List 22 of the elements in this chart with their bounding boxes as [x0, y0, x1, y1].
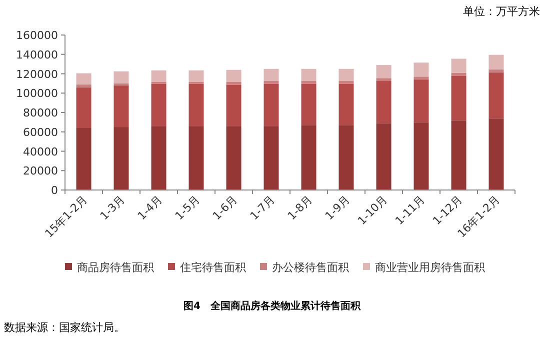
y-tick-label: 120000 — [16, 68, 58, 81]
x-tick-label: 1-7月 — [248, 192, 278, 223]
y-tick-label: 160000 — [16, 29, 58, 42]
x-tick-label: 1-6月 — [210, 192, 240, 223]
legend-label: 办公楼待售面积 — [272, 261, 349, 274]
y-tick-label: 20000 — [23, 164, 58, 178]
x-tick-label: 1-5月 — [172, 192, 202, 223]
x-tick-label: 1-4月 — [135, 192, 165, 223]
y-tick-label: 60000 — [23, 126, 58, 139]
x-tick-label: 1-8月 — [285, 192, 315, 223]
legend-label: 商业营业用房待售面积 — [375, 261, 485, 274]
y-tick-label: 40000 — [23, 145, 58, 158]
x-tick-label: 1-3月 — [98, 192, 128, 223]
x-tick-label: 1-9月 — [322, 192, 352, 223]
y-tick-label: 100000 — [16, 87, 58, 100]
y-tick-label: 80000 — [23, 106, 58, 120]
text: 图4 全国商品房各类物业累计待售面积 — [184, 300, 362, 312]
legend-label: 商品房待售面积 — [77, 261, 154, 274]
y-tick-label: 140000 — [16, 48, 58, 62]
legend-label: 住宅待售面积 — [180, 261, 246, 274]
source-note: 数据来源：国家统计局。 — [4, 321, 125, 334]
y-axis-title: 单位：万平方米 — [463, 5, 540, 18]
